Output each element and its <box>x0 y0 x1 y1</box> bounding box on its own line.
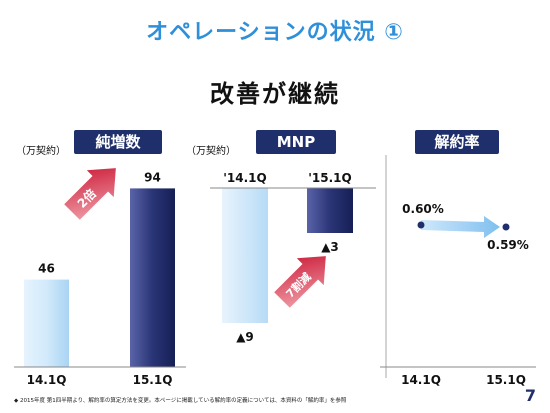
value-label-churn-0: 0.60% <box>402 202 444 216</box>
bar-net-adds-0 <box>24 279 69 367</box>
value-label-mnp-1: ▲3 <box>321 240 339 254</box>
value-label-mnp-0: ▲9 <box>236 330 254 344</box>
churn-arrow <box>421 216 500 238</box>
value-label-net-adds-1: 94 <box>144 170 161 184</box>
bar-mnp-1 <box>307 188 353 233</box>
value-label-churn-1: 0.59% <box>487 238 529 252</box>
growth-arrow: 2倍 <box>64 168 116 220</box>
footnote: ◆ 2015年度 第1四半期より、解約率の算定方法を変更。本ページに掲載している… <box>14 398 347 404</box>
point-churn-1 <box>502 223 510 231</box>
category-label-net-adds-1: 15.1Q <box>133 373 173 387</box>
category-label-churn-0: 14.1Q <box>401 373 441 387</box>
reduction-arrow-shape <box>274 256 326 308</box>
category-label-net-adds-0: 14.1Q <box>27 373 67 387</box>
page-title: オペレーションの状況 ① <box>146 20 404 45</box>
page-subtitle: 改善が継続 <box>210 80 340 108</box>
churn-chart: 0.60% 14.1Q 0.59% 15.1Q <box>380 155 536 387</box>
net-adds-chart: 46 14.1Q 94 15.1Q 2倍 <box>14 168 186 387</box>
page-number: 7 <box>524 386 536 405</box>
mnp-unit: （万契約） <box>186 146 236 157</box>
net-adds-header: 純増数 <box>74 130 162 154</box>
value-label-net-adds-0: 46 <box>38 262 55 276</box>
category-label-churn-1: 15.1Q <box>486 373 526 387</box>
point-churn-0 <box>417 221 425 229</box>
churn-header: 解約率 <box>415 130 499 154</box>
bar-net-adds-1 <box>130 188 175 367</box>
category-label-mnp-0: '14.1Q <box>223 171 266 185</box>
bar-mnp-0 <box>222 188 268 323</box>
net-adds-unit: （万契約） <box>16 146 66 157</box>
growth-arrow-shape <box>64 168 116 220</box>
category-label-mnp-1: '15.1Q <box>308 171 351 185</box>
mnp-header: MNP <box>256 130 336 154</box>
